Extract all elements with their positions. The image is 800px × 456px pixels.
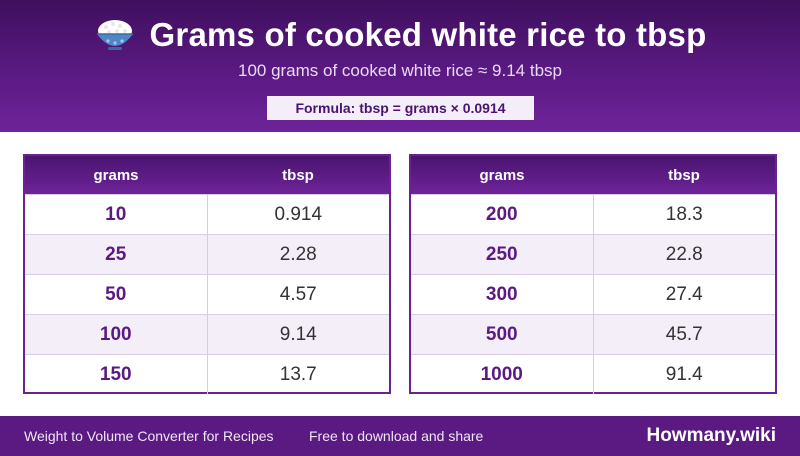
table-header: grams tbsp	[411, 156, 775, 194]
table-row: 250 22.8	[411, 234, 775, 274]
tbsp-cell: 13.7	[279, 363, 317, 385]
table-row: 50 4.57	[25, 274, 389, 314]
footer-bar: Weight to Volume Converter for Recipes F…	[0, 416, 800, 456]
footer-tagline: Weight to Volume Converter for Recipes	[24, 428, 274, 444]
table-row: 1000 91.4	[411, 354, 775, 394]
grams-cell: 200	[411, 195, 594, 234]
tbsp-cell: 0.914	[274, 203, 323, 225]
tbsp-cell: 22.8	[665, 243, 703, 265]
tbsp-cell: 18.3	[665, 203, 703, 225]
table-row: 200 18.3	[411, 194, 775, 234]
grams-cell: 300	[411, 275, 594, 314]
grams-cell: 1000	[411, 355, 594, 394]
formula-badge: Formula: tbsp = grams × 0.0914	[267, 96, 534, 120]
tbsp-cell: 9.14	[279, 323, 317, 345]
table-row: 500 45.7	[411, 314, 775, 354]
page-title: Grams of cooked white rice to tbsp	[149, 16, 707, 53]
conversion-table-left: grams tbsp 10 0.914 25 2.28 50 4.57 100 …	[23, 154, 391, 394]
grams-cell: 100	[25, 315, 208, 354]
grams-cell: 500	[411, 315, 594, 354]
tbsp-cell: 2.28	[279, 243, 317, 265]
page-subtitle: 100 grams of cooked white rice ≈ 9.14 tb…	[237, 61, 562, 80]
tbsp-cell: 45.7	[665, 323, 703, 345]
rice-bowl-icon	[94, 16, 136, 54]
conversion-table-right: grams tbsp 200 18.3 250 22.8 300 27.4 50…	[409, 154, 777, 394]
column-header-grams: grams	[93, 166, 139, 184]
column-header-tbsp: tbsp	[668, 166, 700, 184]
table-row: 100 9.14	[25, 314, 389, 354]
grams-cell: 150	[25, 355, 208, 394]
tbsp-cell: 27.4	[665, 283, 703, 305]
grams-cell: 250	[411, 235, 594, 274]
title-row: Grams of cooked white rice to tbsp	[0, 14, 800, 56]
table-row: 150 13.7	[25, 354, 389, 394]
column-header-grams: grams	[479, 166, 525, 184]
header-banner: Grams of cooked white rice to tbsp 100 g…	[0, 0, 800, 132]
grams-cell: 10	[25, 195, 208, 234]
grams-cell: 50	[25, 275, 208, 314]
tbsp-cell: 91.4	[665, 363, 703, 385]
column-header-tbsp: tbsp	[282, 166, 314, 184]
footer-share-note: Free to download and share	[309, 428, 484, 444]
table-row: 10 0.914	[25, 194, 389, 234]
table-row: 25 2.28	[25, 234, 389, 274]
table-header: grams tbsp	[25, 156, 389, 194]
table-row: 300 27.4	[411, 274, 775, 314]
brand-link[interactable]: Howmany.wiki	[646, 425, 776, 446]
grams-cell: 25	[25, 235, 208, 274]
tbsp-cell: 4.57	[279, 283, 317, 305]
